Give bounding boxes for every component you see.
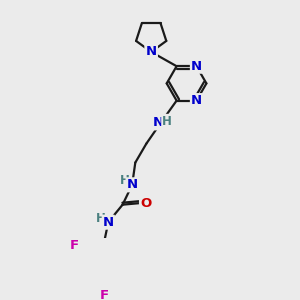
Text: O: O <box>140 196 151 210</box>
Text: N: N <box>103 216 114 229</box>
Text: F: F <box>100 289 109 300</box>
Text: F: F <box>69 239 78 252</box>
Text: N: N <box>127 178 138 191</box>
Text: H: H <box>120 174 130 188</box>
Text: N: N <box>146 45 157 58</box>
Text: N: N <box>191 60 202 73</box>
Text: H: H <box>96 212 106 226</box>
Text: N: N <box>153 116 164 129</box>
Text: H: H <box>162 115 172 128</box>
Text: N: N <box>191 94 202 107</box>
Text: N: N <box>146 45 157 58</box>
